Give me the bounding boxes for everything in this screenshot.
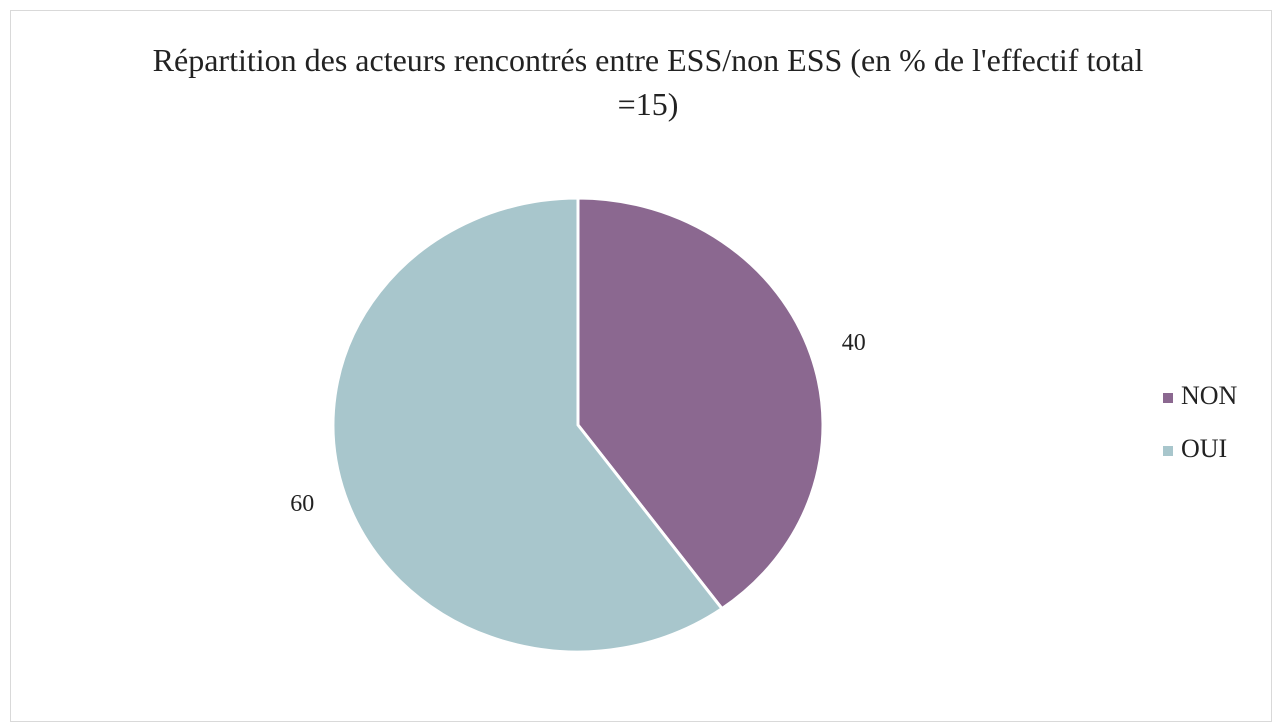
- legend-swatch: [1163, 446, 1173, 456]
- legend-swatch: [1163, 393, 1173, 403]
- pie-slice: [576, 196, 825, 611]
- legend-label: OUI: [1181, 434, 1227, 463]
- legend-label: NON: [1181, 381, 1238, 410]
- data-label: 40: [842, 330, 866, 356]
- chart-title: Répartition des acteurs rencontrés entre…: [152, 42, 1144, 122]
- pie-slice: [331, 196, 725, 654]
- data-label: 60: [290, 491, 314, 517]
